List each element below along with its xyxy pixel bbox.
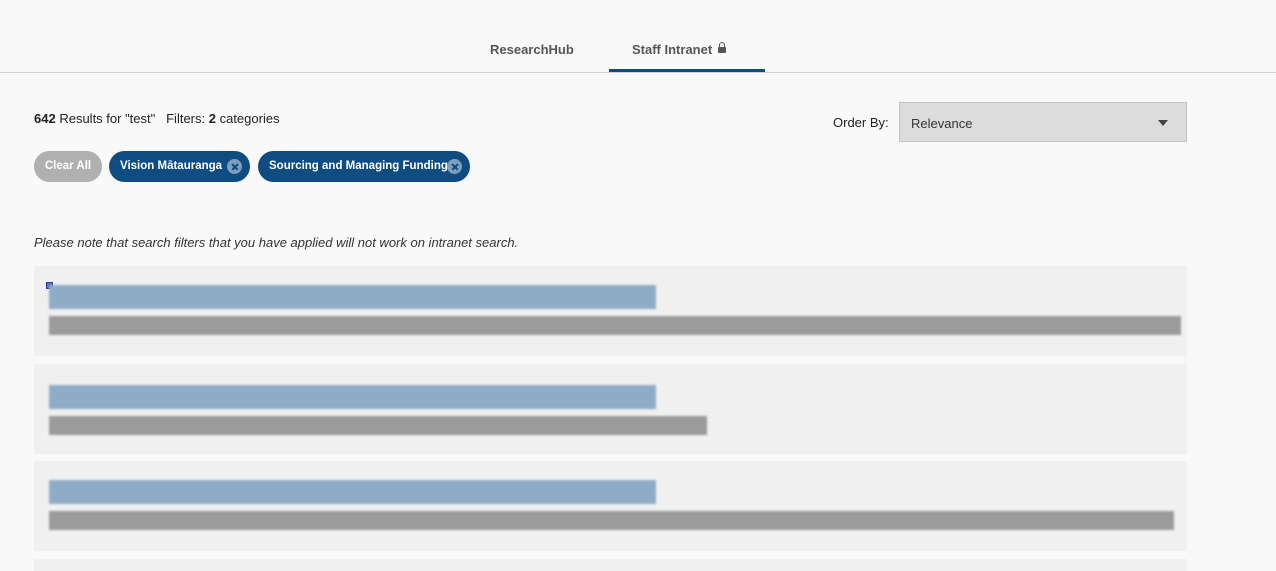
result-title-redacted[interactable] [49,385,656,409]
filters-label: Filters: [166,111,206,126]
caret-down-icon [1158,120,1168,126]
filter-chip-label: Sourcing and Managing Funding [269,160,448,172]
result-card [34,461,1187,551]
result-description-redacted [49,511,1174,530]
order-by-label: Order By: [833,115,889,130]
results-count: 642 [34,111,56,126]
clear-all-button[interactable]: Clear All [34,151,102,182]
lock-icon [718,42,727,53]
tab-researchhub[interactable]: ResearchHub [490,42,574,57]
active-tab-indicator [609,69,765,72]
filters-count: 2 [208,111,216,126]
result-description-redacted [49,316,1181,335]
filter-chip-label: Vision Mātauranga [120,160,223,172]
tab-staff-intranet[interactable]: Staff Intranet [632,42,727,57]
tab-label: ResearchHub [490,42,574,57]
result-title-redacted[interactable] [49,480,656,504]
clear-all-label: Clear All [44,160,92,172]
filter-chip-vision-matauranga: Vision Mātauranga [109,151,250,182]
result-card [34,364,1187,454]
results-query: Results for "test" [59,111,156,126]
tabs-bar: ResearchHub Staff Intranet [0,0,1276,73]
result-title-redacted[interactable] [49,285,656,309]
remove-filter-icon[interactable] [447,159,462,174]
result-card [34,559,1187,571]
order-by-value: Relevance [911,116,973,131]
filter-chip-sourcing-funding: Sourcing and Managing Funding [258,151,470,182]
order-by-select[interactable]: Relevance [899,102,1187,142]
intranet-search-note: Please note that search filters that you… [34,235,519,250]
filters-suffix: categories [219,111,280,126]
results-summary: 642 Results for "test" Filters: 2 catego… [34,111,280,126]
tab-label: Staff Intranet [632,42,713,57]
result-card [34,266,1187,356]
result-description-redacted [49,416,707,435]
remove-filter-icon[interactable] [227,159,242,174]
